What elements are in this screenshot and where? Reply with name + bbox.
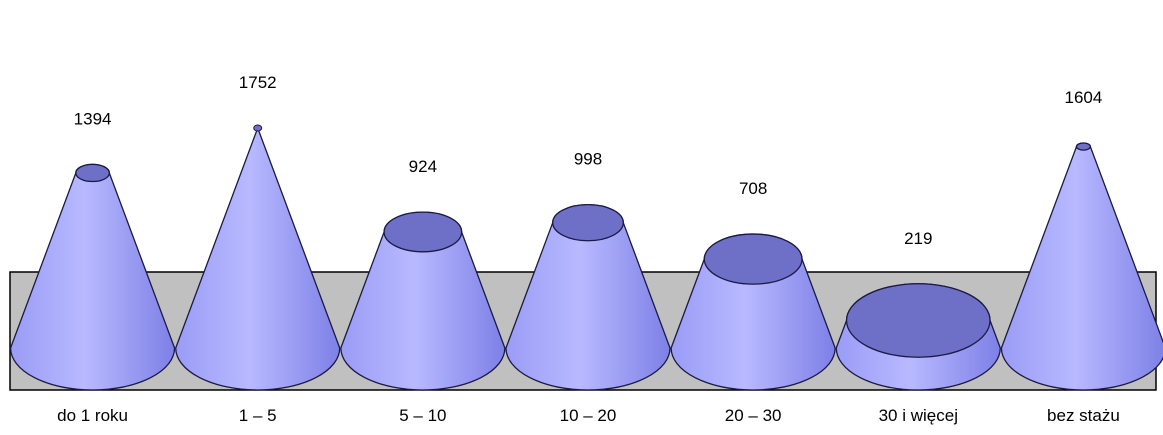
x-tick-label: 30 i więcej <box>879 406 958 425</box>
cone-top-face <box>383 211 463 253</box>
data-label: 1752 <box>239 73 277 92</box>
cone-top-face <box>1075 142 1092 151</box>
cone-top-face <box>703 233 803 285</box>
cone-4 <box>505 203 671 391</box>
data-label: 708 <box>739 179 767 198</box>
cone-5 <box>670 233 836 391</box>
cone-marks <box>9 124 1163 391</box>
data-label: 219 <box>904 229 932 248</box>
data-label: 1394 <box>74 109 112 128</box>
cone-6 <box>835 283 1001 391</box>
x-tick-label: do 1 roku <box>57 406 128 425</box>
x-tick-label: 1 – 5 <box>239 406 277 425</box>
cone-7 <box>1000 142 1163 391</box>
cone-3 <box>340 211 506 391</box>
data-label: 1604 <box>1065 88 1103 107</box>
cone-body <box>175 126 341 391</box>
data-label: 924 <box>409 157 437 176</box>
x-tick-label: 10 – 20 <box>560 406 617 425</box>
cone-1 <box>9 163 176 391</box>
x-tick-label: 20 – 30 <box>725 406 782 425</box>
x-tick-label: bez stażu <box>1047 406 1120 425</box>
x-axis-tick-labels: do 1 roku 1 – 5 5 – 10 10 – 20 20 – 30 30 i w… <box>57 406 1120 425</box>
data-label: 998 <box>574 150 602 169</box>
cone-apex <box>253 124 263 132</box>
cone-top-face <box>845 283 991 358</box>
data-labels: 1394 1752 924 998 708 219 1604 <box>74 73 1103 248</box>
cone-top-face <box>75 163 110 183</box>
cone-top-face <box>552 203 624 242</box>
cone-body <box>1000 142 1163 391</box>
x-tick-label: 5 – 10 <box>399 406 446 425</box>
cone-2 <box>175 124 341 391</box>
